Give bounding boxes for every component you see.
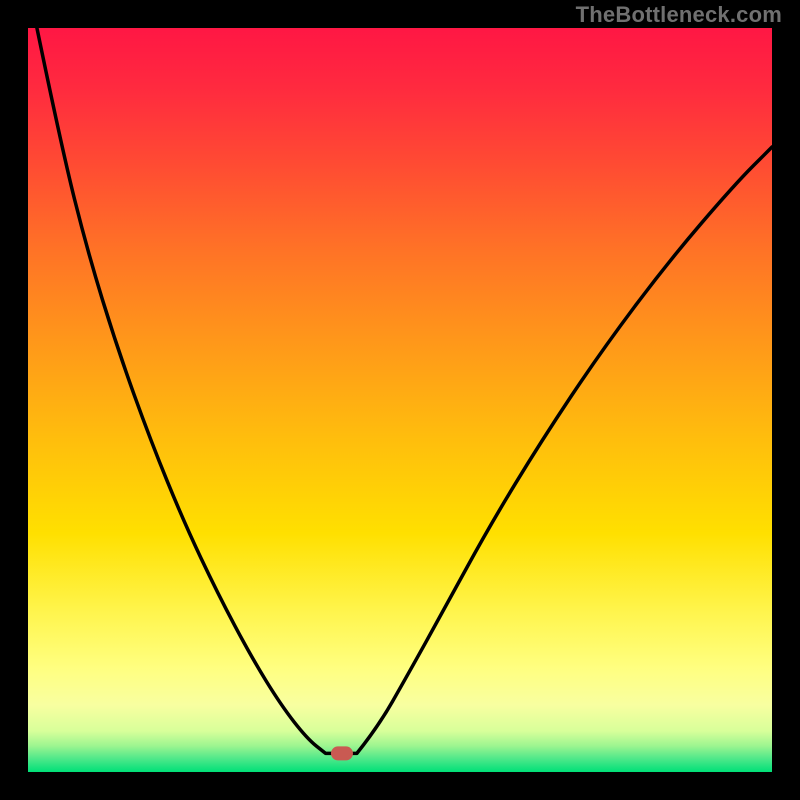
optimal-marker (331, 746, 353, 760)
bottleneck-chart (0, 0, 800, 800)
plot-background (28, 28, 772, 772)
chart-container: TheBottleneck.com (0, 0, 800, 800)
watermark-text: TheBottleneck.com (576, 2, 782, 28)
